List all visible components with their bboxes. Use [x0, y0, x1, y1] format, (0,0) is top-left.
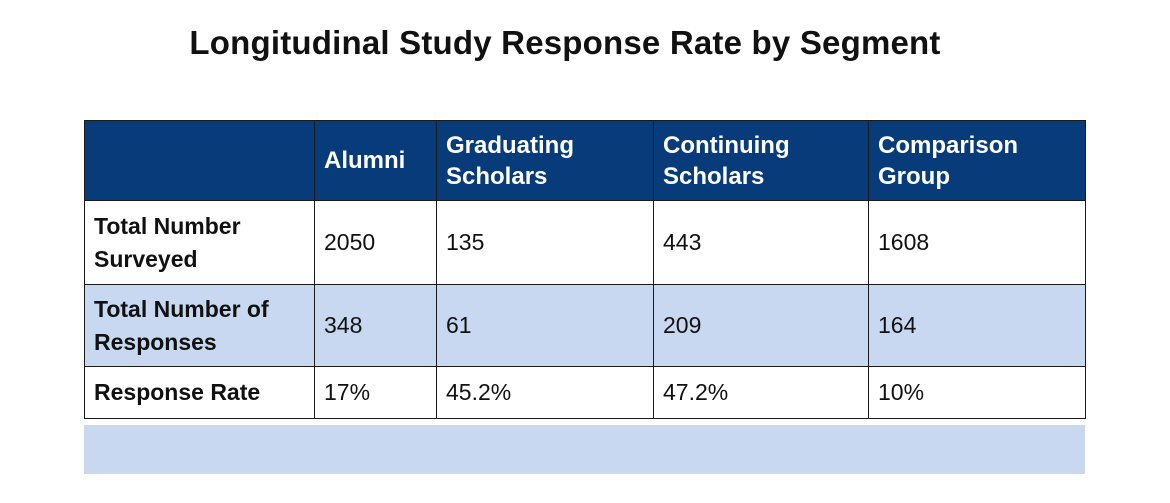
label-line: Graduating — [446, 131, 575, 159]
label-line: Scholars — [663, 162, 765, 190]
table-cell: 45.2% — [436, 366, 654, 419]
table-cell: 135 — [436, 200, 654, 285]
label-line: Total Number of — [94, 295, 269, 322]
label-line: Group — [878, 162, 950, 190]
table-cell: 348 — [314, 284, 437, 367]
label-line: Response Rate — [94, 379, 261, 405]
table-row: Response Rate 17% 45.2% 47.2% 10% — [84, 366, 1086, 419]
table-row: Total Number of Responses 348 61 209 164 — [84, 284, 1086, 367]
table-cell: 47.2% — [653, 366, 869, 419]
table-cell: 10% — [868, 366, 1086, 419]
table-cell: 17% — [314, 366, 437, 419]
footer-band — [84, 425, 1085, 474]
column-header-comparison-group: Comparison Group — [868, 120, 1086, 201]
row-label: Response Rate — [84, 366, 315, 419]
column-header-graduating-scholars: Graduating Scholars — [436, 120, 654, 201]
table-row: Total Number Surveyed 2050 135 443 1608 — [84, 200, 1086, 285]
column-header-continuing-scholars: Continuing Scholars — [653, 120, 869, 201]
label-line: Responses — [94, 328, 217, 355]
table-cell: 209 — [653, 284, 869, 367]
table-cell: 164 — [868, 284, 1086, 367]
row-label: Total Number Surveyed — [84, 200, 315, 285]
table-cell: 443 — [653, 200, 869, 285]
label-line: Alumni — [324, 147, 406, 174]
column-header-corner — [84, 120, 315, 201]
table-cell: 2050 — [314, 200, 437, 285]
label-line: Total Number — [94, 212, 241, 239]
response-rate-table: Alumni Graduating Scholars Continuing Scho… — [84, 120, 1086, 419]
column-header-alumni: Alumni — [314, 120, 437, 201]
table-cell: 1608 — [868, 200, 1086, 285]
label-line: Surveyed — [94, 245, 198, 272]
header-row: Alumni Graduating Scholars Continuing Scho… — [84, 120, 1086, 201]
label-line: Continuing — [663, 131, 790, 159]
page-title: Longitudinal Study Response Rate by Segm… — [189, 24, 941, 61]
table-cell: 61 — [436, 284, 654, 367]
label-line: Scholars — [446, 162, 548, 190]
row-label: Total Number of Responses — [84, 284, 315, 367]
label-line: Comparison — [878, 131, 1019, 159]
